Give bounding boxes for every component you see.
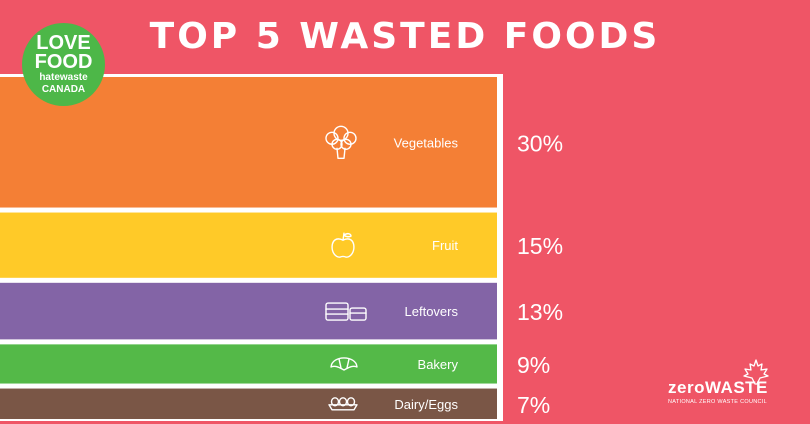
category-label: Leftovers bbox=[405, 304, 459, 319]
value-label: 13% bbox=[517, 299, 563, 325]
bar-rect bbox=[0, 212, 497, 278]
maple-leaf-icon bbox=[743, 359, 769, 385]
value-label: 15% bbox=[517, 233, 563, 259]
zero-waste-wordmark: zeroWASTE bbox=[668, 378, 768, 397]
bar-bakery: Bakery bbox=[0, 344, 497, 384]
value-label: 7% bbox=[517, 392, 550, 418]
chart-title: TOP 5 WASTED FOODS bbox=[149, 16, 661, 57]
containers-icon bbox=[325, 302, 367, 321]
bar-dairy-eggs: Dairy/Eggs bbox=[0, 388, 497, 419]
zero-waste-subtitle: NATIONAL ZERO WASTE COUNCIL bbox=[668, 399, 767, 405]
egg-carton-icon bbox=[328, 397, 358, 411]
zero-waste-logo: zeroWASTE NATIONAL ZERO WASTE COUNCIL bbox=[668, 359, 769, 410]
category-label: Fruit bbox=[432, 238, 458, 253]
value-label: 9% bbox=[517, 352, 550, 378]
category-label: Vegetables bbox=[394, 135, 459, 150]
apple-icon bbox=[331, 232, 355, 258]
bar-leftovers: Leftovers bbox=[0, 282, 497, 340]
bar-rect bbox=[0, 344, 497, 384]
bar-rect bbox=[0, 388, 497, 419]
category-label: Dairy/Eggs bbox=[394, 397, 458, 412]
croissant-icon bbox=[330, 357, 358, 371]
broccoli-icon bbox=[325, 125, 357, 159]
bar-fruit: Fruit bbox=[0, 212, 497, 278]
love-food-hate-waste-logo: LOVE FOOD hatewaste CANADA bbox=[22, 23, 105, 106]
logo-line-hatewaste: hatewaste bbox=[39, 72, 88, 83]
logo-line-love: LOVE bbox=[36, 32, 91, 54]
logo-line-canada: CANADA bbox=[41, 84, 86, 95]
value-label: 30% bbox=[517, 130, 563, 156]
bar-rect bbox=[0, 282, 497, 340]
category-label: Bakery bbox=[418, 357, 459, 372]
logo-line-food: FOOD bbox=[34, 51, 93, 73]
